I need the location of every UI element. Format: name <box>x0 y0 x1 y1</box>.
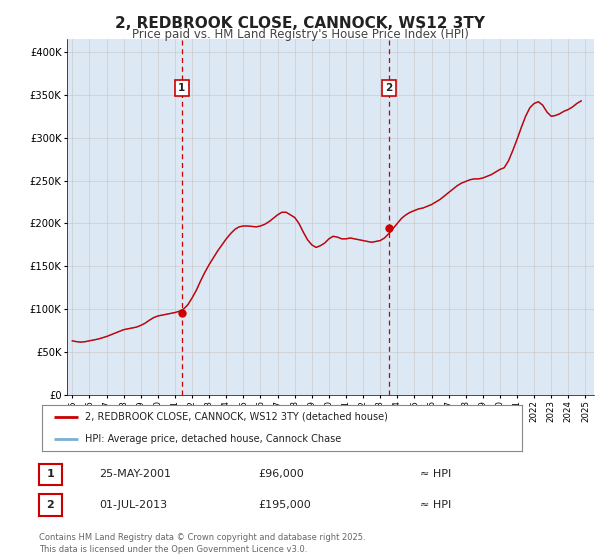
Text: HPI: Average price, detached house, Cannock Chase: HPI: Average price, detached house, Cann… <box>85 434 341 444</box>
Text: £195,000: £195,000 <box>258 500 311 510</box>
Text: 2, REDBROOK CLOSE, CANNOCK, WS12 3TY: 2, REDBROOK CLOSE, CANNOCK, WS12 3TY <box>115 16 485 31</box>
Text: 2, REDBROOK CLOSE, CANNOCK, WS12 3TY (detached house): 2, REDBROOK CLOSE, CANNOCK, WS12 3TY (de… <box>85 412 388 422</box>
Text: ≈ HPI: ≈ HPI <box>420 469 451 479</box>
Text: 25-MAY-2001: 25-MAY-2001 <box>99 469 171 479</box>
Text: 1: 1 <box>47 469 54 479</box>
Text: Price paid vs. HM Land Registry's House Price Index (HPI): Price paid vs. HM Land Registry's House … <box>131 28 469 41</box>
Text: 01-JUL-2013: 01-JUL-2013 <box>99 500 167 510</box>
Text: 2: 2 <box>47 500 54 510</box>
Text: 2: 2 <box>385 83 392 93</box>
Text: ≈ HPI: ≈ HPI <box>420 500 451 510</box>
Text: Contains HM Land Registry data © Crown copyright and database right 2025.
This d: Contains HM Land Registry data © Crown c… <box>39 533 365 554</box>
Text: 1: 1 <box>178 83 185 93</box>
Text: £96,000: £96,000 <box>258 469 304 479</box>
